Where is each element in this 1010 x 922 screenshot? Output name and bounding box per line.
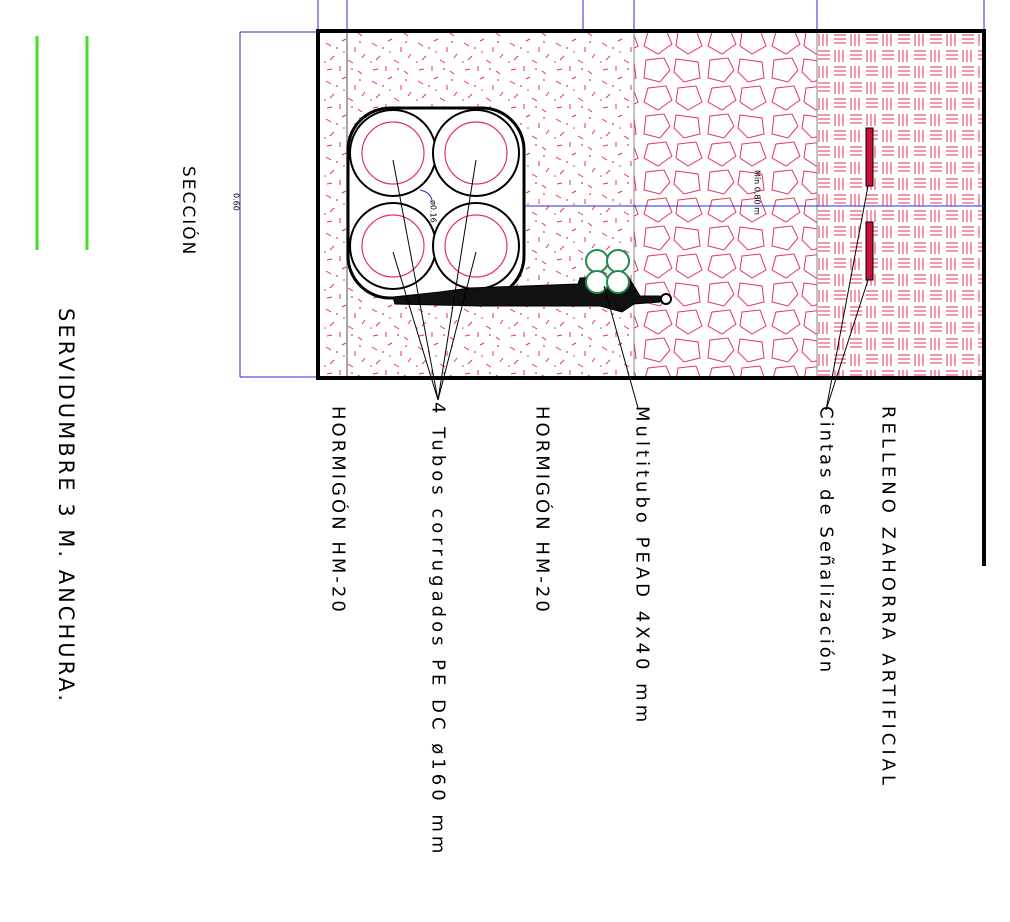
label-tapes: Cintas de Señalización [816, 406, 837, 675]
top-guide-lines [317, 0, 985, 32]
min-depth-text: Mín 0,80 m [753, 170, 762, 215]
drawing-title: SERVIDUMBRE 3 M. ANCHURA. [54, 308, 78, 704]
label-tubes: 4 Tubos corrugados PE DC ø160 mm [428, 402, 449, 857]
signal-tape-1 [865, 127, 874, 187]
tube-bundle [346, 106, 526, 300]
tube-diameter-text: ø0.16 [429, 200, 438, 223]
height-dimension-text: 0.60 [232, 193, 241, 211]
signal-tape-2 [865, 221, 874, 281]
fill-zone [817, 33, 983, 377]
label-fill: RELLENO ZAHORRA ARTIFICIAL [878, 406, 899, 789]
label-concrete-upper: HORMIGÓN HM-20 [532, 406, 554, 615]
section-label: SECCIÓN [178, 166, 200, 256]
label-multitube: Multitubo PEAD 4X40 mm [632, 406, 653, 726]
leader-lines [392, 159, 869, 411]
gravel-zone [634, 33, 817, 377]
height-dimension [239, 31, 318, 378]
label-concrete-lower: HORMIGÓN HM-20 [328, 406, 350, 615]
multitube [585, 249, 630, 294]
